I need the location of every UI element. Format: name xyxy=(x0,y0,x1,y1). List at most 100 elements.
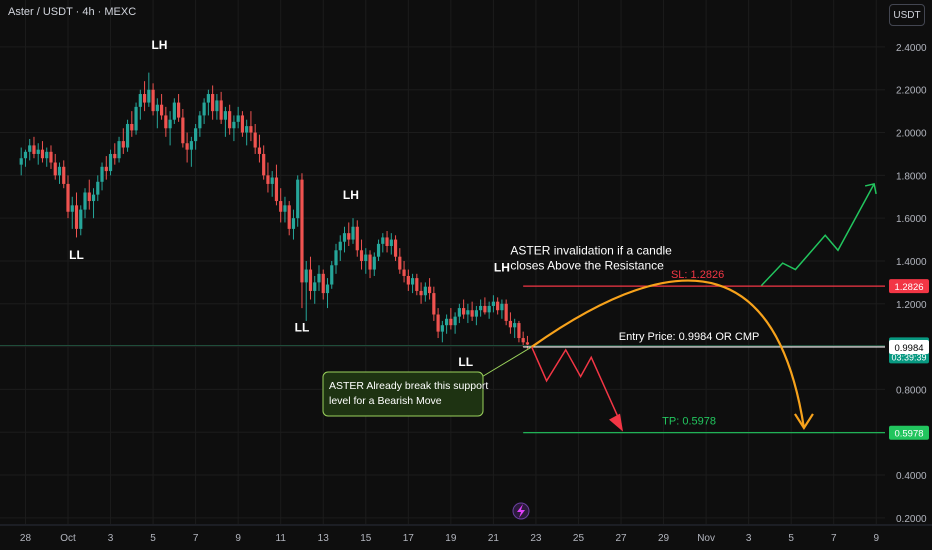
candle-body xyxy=(181,117,185,144)
time-tick-label: 3 xyxy=(746,533,752,544)
candle-body xyxy=(381,237,385,244)
time-tick-label: 13 xyxy=(318,533,330,544)
candle-body xyxy=(262,153,266,176)
price-axis[interactable]: 0.20000.40000.60000.80001.00001.20001.40… xyxy=(889,43,929,525)
candle-body xyxy=(274,177,279,202)
time-tick-label: 5 xyxy=(150,533,156,544)
candle-body xyxy=(317,273,321,283)
candle-body xyxy=(479,305,483,311)
swing-label: LH xyxy=(494,261,510,275)
candle-body xyxy=(232,121,236,129)
time-tick-label: Oct xyxy=(60,533,76,544)
price-tick-label: 2.2000 xyxy=(896,86,927,97)
lightning-glyph xyxy=(517,504,525,518)
candle-body xyxy=(504,303,508,321)
candle-body xyxy=(376,243,381,257)
candle-body xyxy=(338,241,342,251)
candle-body xyxy=(198,115,202,129)
candle-body xyxy=(138,94,142,107)
price-tick-label: 0.4000 xyxy=(896,471,927,482)
candle-body xyxy=(351,226,355,240)
candle-body xyxy=(40,149,45,159)
candle-body xyxy=(266,175,270,184)
candle-body xyxy=(117,141,121,159)
swing-label: LH xyxy=(343,188,359,202)
time-tick-label: 5 xyxy=(788,533,794,544)
candle-body xyxy=(147,89,151,103)
price-label-text: 0.9984 xyxy=(894,343,923,354)
time-tick-label: 21 xyxy=(488,533,500,544)
currency-button[interactable]: USDT xyxy=(889,4,925,26)
invalidation-note: closes Above the Resistance xyxy=(510,259,664,273)
candle-body xyxy=(517,323,521,339)
candle-body xyxy=(45,151,49,159)
drawing-overlay: LH LL LH LL LH LL SL: 1.2826 Entry Price: 0.998… xyxy=(0,38,885,520)
time-tick-label: 9 xyxy=(235,533,241,544)
time-tick-label: 19 xyxy=(445,533,457,544)
candle-body xyxy=(364,254,368,261)
candle-body xyxy=(470,310,474,317)
candle-body xyxy=(164,115,168,129)
callout-text: ASTER Already break this support xyxy=(329,380,488,392)
candle-body xyxy=(291,218,296,229)
candle-body xyxy=(330,265,334,285)
candles xyxy=(19,72,530,349)
candle-body xyxy=(496,301,500,311)
candle-body xyxy=(134,106,138,131)
time-tick-label: 3 xyxy=(108,533,114,544)
price-tick-label: 1.4000 xyxy=(896,257,927,268)
time-tick-label: Nov xyxy=(697,533,715,544)
countdown-label: 03:39:39 xyxy=(891,352,926,362)
candle-body xyxy=(189,141,193,150)
candle-body xyxy=(445,318,449,326)
candle-body xyxy=(423,286,427,296)
time-tick-label: 15 xyxy=(360,533,372,544)
chart-title: Aster / USDT · 4h · MEXC xyxy=(8,6,137,18)
price-label-box xyxy=(889,339,929,354)
arc-arrowhead xyxy=(794,413,814,430)
candle-body xyxy=(202,102,206,116)
candle-body xyxy=(487,305,491,313)
candle-body xyxy=(406,275,410,285)
candle-body xyxy=(287,205,291,229)
candle-body xyxy=(194,128,198,142)
time-tick-label: 29 xyxy=(658,533,670,544)
candle-body xyxy=(283,205,287,212)
candle-body xyxy=(19,158,23,165)
candle-body xyxy=(91,194,96,202)
price-tick-label: 2.4000 xyxy=(896,43,927,54)
candle-body xyxy=(172,102,176,120)
candle-body xyxy=(270,177,274,184)
time-tick-label: 7 xyxy=(831,533,837,544)
invalidation-note: ASTER invalidation if a candle xyxy=(510,244,672,258)
callout-box xyxy=(322,371,484,417)
candle-body xyxy=(410,278,415,285)
candle-body xyxy=(79,209,83,229)
candle-body xyxy=(70,205,74,212)
candle-body xyxy=(521,338,525,343)
candle-body xyxy=(108,153,113,172)
time-tick-label: 9 xyxy=(873,533,879,544)
candle-body xyxy=(342,233,347,242)
projection-arc xyxy=(531,279,806,429)
candle-body xyxy=(62,166,66,184)
candle-body xyxy=(240,115,245,133)
candle-body xyxy=(393,239,398,257)
candle-body xyxy=(483,305,487,313)
price-tick-label: 2.0000 xyxy=(896,129,927,140)
candle-body xyxy=(436,314,440,332)
price-tick-label: 0.2000 xyxy=(896,514,927,525)
candle-body xyxy=(96,181,100,195)
time-tick-label: 17 xyxy=(403,533,415,544)
candle-body xyxy=(321,273,325,294)
candle-body xyxy=(66,183,70,212)
bullish-projection xyxy=(760,183,875,287)
price-label-text: 0.5978 xyxy=(894,429,923,440)
candle-body xyxy=(228,111,232,129)
callout-text: level for a Bearish Move xyxy=(329,395,442,407)
candle-body xyxy=(53,162,57,176)
candle-body xyxy=(215,100,219,112)
candle-body xyxy=(440,325,444,332)
time-axis[interactable]: 28 Oct 3 5 7 9 11 13 15 17 19 21 23 25 27 29 Nov 3 5 7 9 xyxy=(0,524,932,544)
